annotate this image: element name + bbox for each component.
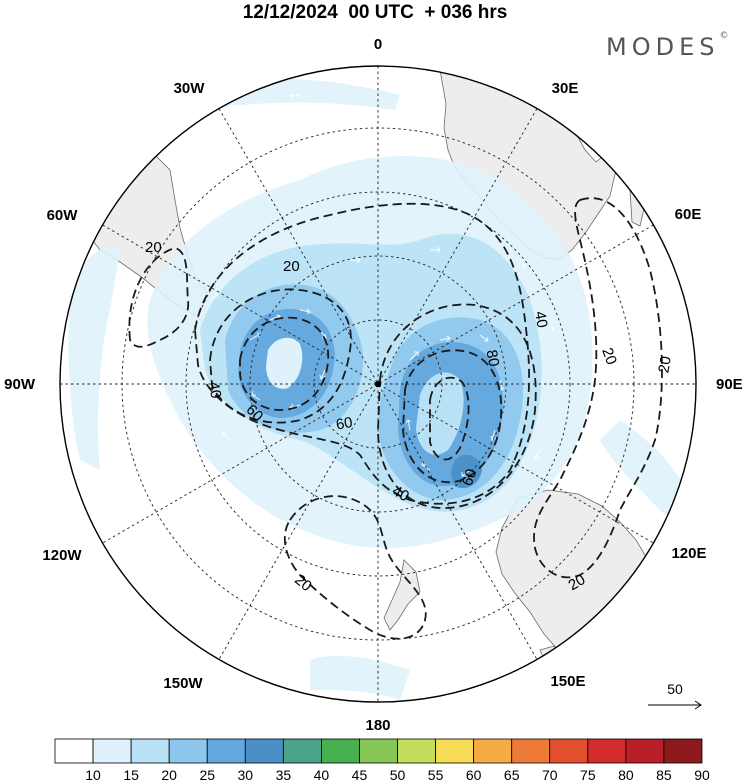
colorbar-swatch [435, 738, 475, 764]
pole-marker [375, 381, 381, 387]
graticule [60, 66, 696, 702]
colorbar-tick-label: 85 [656, 767, 672, 782]
land-new-zealand [383, 559, 421, 631]
colorbar-tick-label: 60 [466, 767, 482, 782]
colorbar-tick-label: 45 [352, 767, 368, 782]
contour-20-main [194, 202, 530, 505]
longitude-labels: 0 30E 60E 90E 120E 150E 180 150W 120W 90… [4, 36, 743, 734]
contour-40-east [377, 303, 537, 509]
colorbar-tick-label: 90 [694, 767, 710, 782]
shade-core-east [416, 372, 464, 455]
colorbar-tick-label: 65 [504, 767, 520, 782]
colorbar-swatch [282, 738, 322, 764]
contour-label: 80 [483, 348, 503, 367]
colorbar-tick-label: 10 [85, 767, 101, 782]
brand-logo: MODES© [606, 31, 729, 61]
contour-label: 20 [145, 239, 162, 256]
wind-vectors [209, 92, 556, 501]
shade-band-se [600, 420, 690, 520]
colorbar-swatch [663, 738, 703, 764]
shade-core-west [266, 337, 303, 389]
colorbar-tick-label: 20 [161, 767, 177, 782]
contour-label: 20 [565, 571, 588, 594]
colorbar-tick-label: 30 [238, 767, 254, 782]
wind-speed-shading [68, 78, 690, 700]
land-tasmania [539, 645, 561, 669]
reference-vector: 50 [648, 681, 702, 710]
map-title: 12/12/2024 00 UTC + 036 hrs [242, 2, 508, 23]
lon-label-90e: 90E [716, 376, 743, 393]
lon-label-120w: 120W [42, 547, 82, 564]
colorbar-swatch [321, 738, 360, 764]
lon-label-30e: 30E [552, 80, 579, 97]
colorbar-swatch [587, 738, 627, 764]
contour-20-south [283, 495, 427, 640]
colorbar-swatch [54, 738, 94, 764]
lon-label-60w: 60W [47, 207, 79, 224]
reference-vector-label: 50 [667, 681, 683, 697]
colorbar-swatch [168, 738, 208, 764]
colorbar-swatch [359, 738, 398, 764]
lon-label-0: 0 [374, 36, 382, 53]
lon-label-120e: 120E [671, 545, 706, 562]
lon-label-30w: 30W [174, 80, 206, 97]
contour-60-east [402, 349, 503, 483]
colorbar-swatch [511, 738, 551, 764]
contour-20-east [533, 197, 663, 579]
contour-label: 40 [531, 310, 551, 329]
contour-label: 40 [205, 380, 225, 399]
shade-30-35 [451, 454, 482, 489]
lon-label-60e: 60E [675, 206, 702, 223]
contour-label: 60 [459, 467, 481, 488]
shade-band-s [310, 655, 410, 700]
colorbar-swatch [549, 738, 589, 764]
lon-label-150e: 150E [550, 673, 585, 690]
map-disk: 20 20 20 20 20 20 40 40 40 60 60 60 80 [60, 66, 696, 702]
shade-band-sw [68, 247, 120, 470]
map-boundary [59, 65, 697, 703]
colorbar-tick-label: 35 [276, 767, 292, 782]
contour-label: 20 [283, 258, 300, 275]
brand-mark: © [719, 31, 729, 41]
colorbar-swatch [473, 738, 513, 764]
colorbar-swatch [130, 738, 170, 764]
contour-label: 20 [598, 346, 620, 367]
contour-40-west [209, 288, 352, 424]
colorbar-tick-label: 15 [123, 767, 139, 782]
colorbar-tick-label: 70 [542, 767, 558, 782]
colorbar-tick-label: 50 [390, 767, 406, 782]
lon-label-180: 180 [365, 717, 390, 734]
colorbar-tick-label: 75 [580, 767, 596, 782]
contour-label: 20 [655, 355, 675, 374]
contour-label: 40 [389, 482, 412, 505]
colorbar-tick-label: 80 [618, 767, 634, 782]
brand-name: MODES [606, 33, 720, 61]
colorbar-tick-label: 40 [314, 767, 330, 782]
contour-label: 60 [335, 414, 354, 434]
colorbar-tick-label: 55 [428, 767, 444, 782]
colorbar: 10 15 20 25 30 35 40 45 50 55 60 65 70 75 80 85 90 [54, 738, 710, 782]
colorbar-swatch [206, 738, 246, 764]
arrow-right-icon [648, 700, 702, 710]
colorbar-swatch [244, 738, 284, 764]
lon-label-150w: 150W [163, 675, 203, 692]
colorbar-swatch [625, 738, 665, 764]
lon-label-90w: 90W [4, 376, 36, 393]
contour-labels: 20 20 20 20 20 20 40 40 40 60 60 60 80 [145, 239, 675, 595]
colorbar-tick-label: 25 [199, 767, 215, 782]
colorbar-swatch [397, 738, 436, 764]
contours [128, 197, 663, 640]
colorbar-swatch [92, 738, 132, 764]
contour-20-west [128, 247, 190, 348]
